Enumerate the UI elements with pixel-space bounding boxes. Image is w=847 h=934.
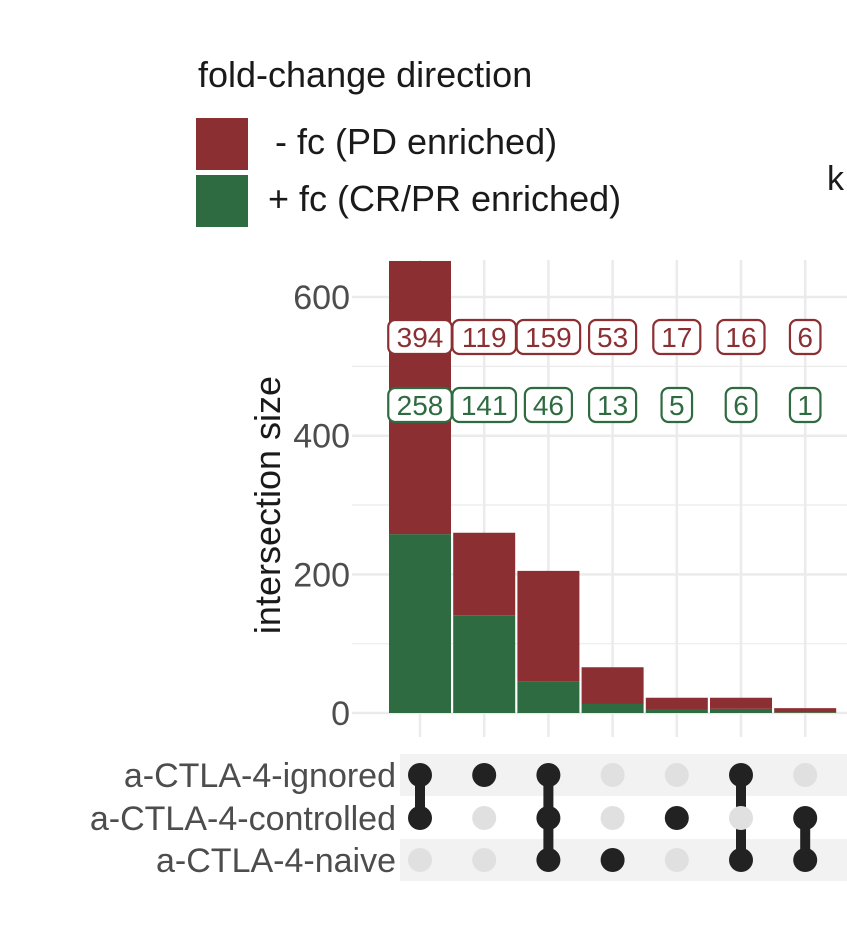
neg-count-label-text: 159 (525, 322, 572, 353)
set-label: a-CTLA-4-naive (156, 842, 396, 880)
matrix-dot-inactive (664, 848, 689, 872)
bar-neg-fc (453, 532, 516, 616)
pos-count-label-box (724, 386, 758, 424)
neg-count-label-box (716, 318, 766, 356)
pos-count-label: 46 (523, 386, 574, 424)
legend-title: fold-change direction (198, 54, 532, 95)
matrix-dot-inactive (472, 848, 497, 872)
bar-neg-fc (774, 708, 837, 713)
y-axis-title: intersection size (247, 376, 288, 634)
pos-count-label-box (788, 386, 822, 424)
legend-label-pos: + fc (CR/PR enriched) (268, 178, 621, 219)
neg-count-label: 53 (587, 318, 638, 356)
matrix-dot-inactive (408, 848, 432, 872)
matrix-dot-active (408, 806, 432, 830)
neg-count-label: 394 (387, 318, 453, 356)
matrix-dot-inactive (600, 763, 625, 787)
neg-count-label: 119 (451, 318, 518, 356)
matrix-dot-active (729, 763, 753, 787)
y-tick-label: 200 (293, 556, 350, 594)
neg-count-label: 17 (652, 318, 702, 356)
pos-count-label-text: 5 (669, 390, 685, 421)
neg-count-label-text: 6 (797, 322, 813, 353)
pos-count-label: 6 (724, 386, 758, 424)
bar-neg-fc (581, 667, 644, 704)
pos-count-label-text: 13 (597, 390, 628, 421)
pos-count-label: 141 (451, 386, 518, 424)
pos-count-label-text: 258 (397, 390, 444, 421)
matrix-dot-inactive (600, 806, 625, 830)
bar-pos-fc (517, 681, 580, 713)
matrix-dot-inactive (664, 763, 689, 787)
matrix-dot-active (408, 763, 432, 787)
pos-count-label: 1 (788, 386, 822, 424)
neg-count-label-text: 394 (397, 322, 444, 353)
matrix-dot-active (536, 763, 561, 787)
count-labels: 394 258 119 141 159 46 53 13 17 5 16 6 6 1 (387, 318, 822, 424)
neg-count-label-text: 119 (462, 322, 507, 353)
neg-count-label: 159 (515, 318, 582, 356)
matrix-dot-active (600, 848, 625, 872)
pos-count-label: 13 (587, 386, 638, 424)
bar-pos-fc (389, 534, 451, 713)
neg-count-label-box (587, 318, 638, 356)
pos-count-label-text: 6 (733, 390, 749, 421)
neg-count-label-box (788, 318, 822, 356)
y-tick-label: 600 (293, 279, 350, 317)
pos-count-label-box (451, 386, 518, 424)
y-axis: intersection size 0 200 400 600 (247, 279, 350, 733)
bar-pos-fc (453, 615, 516, 713)
pos-count-label: 258 (387, 386, 453, 424)
pos-count-label-box (523, 386, 574, 424)
matrix-dot-active (536, 806, 561, 830)
set-label: a-CTLA-4-controlled (90, 800, 396, 838)
matrix-dot-inactive (472, 806, 497, 830)
bar-neg-fc (645, 697, 708, 710)
matrix-dot-active (664, 806, 689, 830)
y-tick-label: 400 (293, 418, 350, 456)
y-tick-label: 0 (331, 695, 350, 733)
neg-count-label-text: 53 (597, 322, 628, 353)
neg-count-label: 16 (716, 318, 766, 356)
pos-count-label-text: 141 (461, 390, 508, 421)
neg-count-label: 6 (788, 318, 822, 356)
set-matrix: a-CTLA-4-ignored a-CTLA-4-controlled a-CTL… (90, 754, 847, 881)
bar-pos-fc (645, 709, 708, 713)
cut-off-text: k (827, 160, 845, 198)
matrix-dot-active (472, 763, 497, 787)
neg-count-label-text: 17 (661, 322, 692, 353)
bar-pos-fc (774, 712, 837, 713)
bar-pos-fc (581, 703, 644, 713)
pos-count-label: 5 (660, 386, 694, 424)
legend-swatch-neg (196, 118, 248, 170)
set-label: a-CTLA-4-ignored (124, 757, 396, 795)
neg-count-label-text: 16 (725, 322, 756, 353)
bar-neg-fc (710, 697, 772, 709)
legend-swatch-pos (196, 175, 248, 227)
matrix-dot-active (536, 848, 561, 872)
matrix-dot-inactive (793, 763, 818, 787)
pos-count-label-box (660, 386, 694, 424)
matrix-dot-active (793, 806, 818, 830)
bar-pos-fc (710, 708, 772, 713)
legend: fold-change direction - fc (PD enriched)… (196, 54, 621, 227)
pos-count-label-text: 1 (797, 390, 813, 421)
neg-count-label-box (515, 318, 582, 356)
pos-count-label-text: 46 (533, 390, 564, 421)
matrix-dot-active (793, 848, 818, 872)
matrix-dot-inactive (729, 806, 753, 830)
legend-label-neg: - fc (PD enriched) (275, 121, 557, 162)
neg-count-label-box (652, 318, 702, 356)
pos-count-label-box (587, 386, 638, 424)
matrix-dot-active (729, 848, 753, 872)
bar-neg-fc (517, 570, 580, 682)
